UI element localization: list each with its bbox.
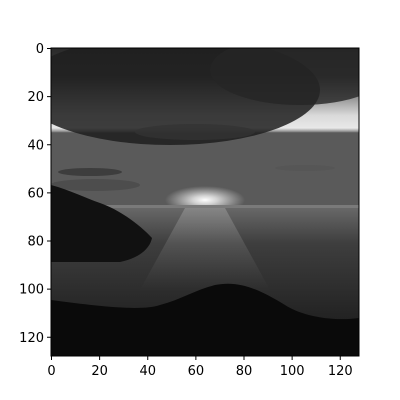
cloud-wisp-right (275, 165, 335, 171)
x-tick-label: 60 (188, 364, 205, 379)
y-tick-label: 120 (19, 331, 44, 346)
axes-frame (50, 47, 360, 357)
cloud-band (135, 124, 255, 140)
y-tick-label: 0 (36, 42, 44, 57)
y-tick-label: 40 (27, 138, 44, 153)
x-tick-label: 0 (47, 364, 55, 379)
photo-image (51, 48, 359, 356)
sun-reflection (140, 208, 270, 290)
y-tick-label: 80 (27, 235, 44, 250)
y-tick-label: 100 (19, 283, 44, 298)
x-tick-label: 40 (139, 364, 156, 379)
x-axis: 0 20 40 60 80 100 120 (47, 356, 353, 379)
cloud-wisp-left (58, 168, 122, 176)
x-tick-label: 100 (280, 364, 305, 379)
cloud-mass-2 (210, 48, 359, 105)
x-tick-label: 20 (91, 364, 108, 379)
horizon-line (51, 205, 359, 208)
y-axis: 0 20 40 60 80 100 120 (19, 42, 51, 346)
left-hill (51, 185, 152, 262)
x-tick-label: 80 (236, 364, 253, 379)
foreground-hills (51, 283, 359, 356)
x-tick-label: 120 (328, 364, 353, 379)
y-tick-label: 60 (27, 186, 44, 201)
y-tick-label: 20 (27, 90, 44, 105)
cloud-wisp-left-2 (51, 179, 140, 191)
